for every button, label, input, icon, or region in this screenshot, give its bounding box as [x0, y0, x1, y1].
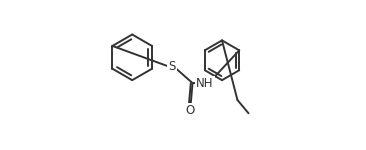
- Text: S: S: [168, 60, 176, 73]
- Text: NH: NH: [196, 77, 214, 90]
- Text: O: O: [185, 104, 194, 117]
